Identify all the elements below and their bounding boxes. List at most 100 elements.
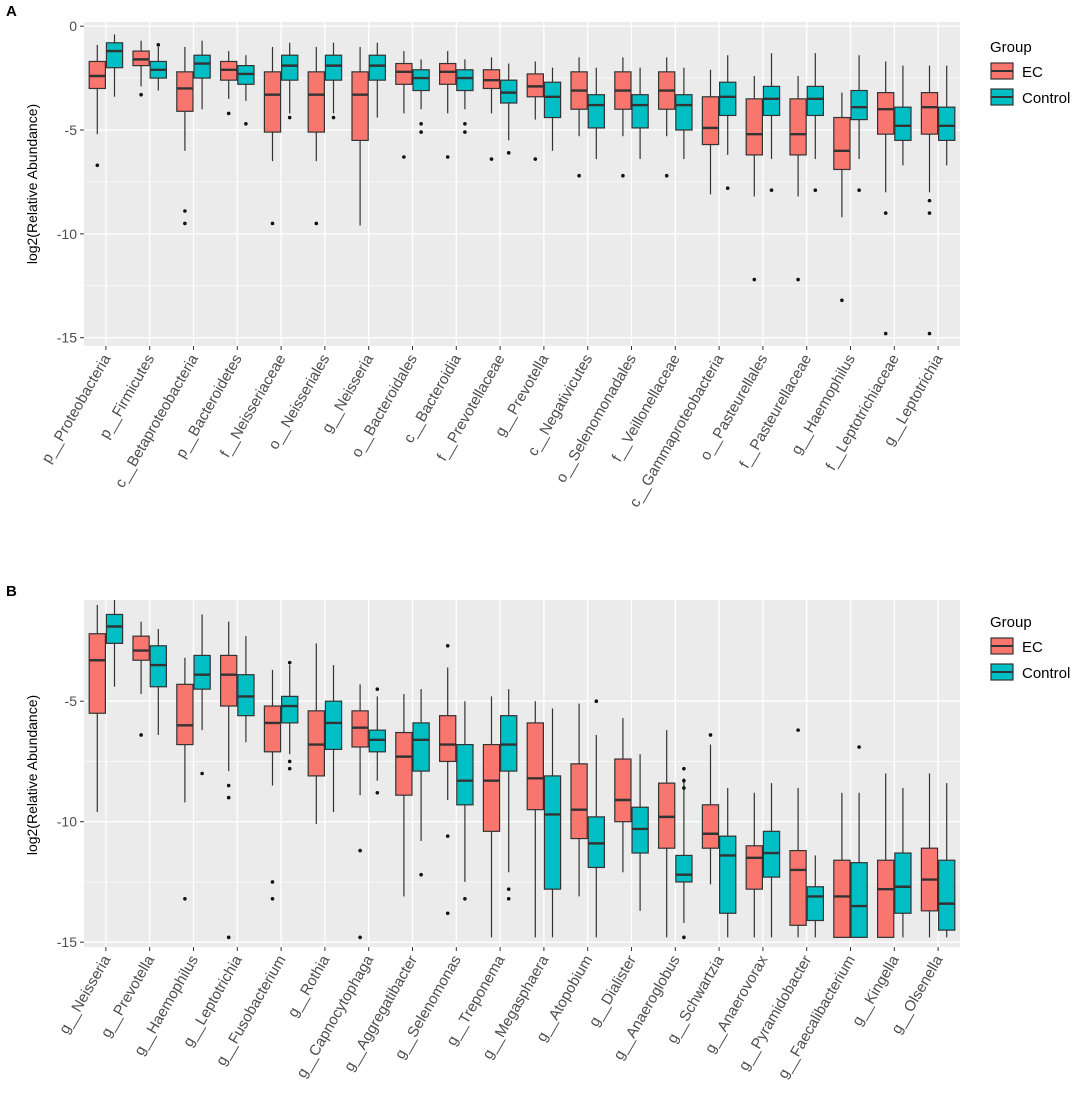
box-body — [789, 850, 807, 926]
panel-label-a: A — [6, 3, 17, 20]
outlier-point — [287, 766, 292, 771]
box-ec-a-14 — [701, 69, 720, 195]
box-control-a-3 — [237, 55, 255, 126]
box-body — [456, 69, 474, 92]
box-body — [132, 635, 150, 661]
box-ec-a-0 — [88, 44, 106, 168]
box-body — [762, 830, 781, 878]
outlier-point — [226, 111, 231, 116]
box-body — [281, 695, 299, 724]
box-ec-a-2 — [176, 46, 194, 226]
box-body — [307, 71, 325, 133]
box-body — [105, 613, 124, 644]
outlier-point — [463, 121, 467, 126]
box-body — [149, 645, 168, 688]
box-body — [806, 886, 825, 922]
box-body — [324, 54, 343, 81]
box-control-b-17 — [850, 745, 868, 938]
y-tick-label: 0 — [69, 18, 77, 34]
y-tick-label: -10 — [57, 814, 77, 830]
outlier-point — [445, 911, 450, 916]
box-ec-a-11 — [570, 57, 588, 178]
box-body — [395, 731, 413, 796]
box-control-b-8 — [456, 701, 474, 901]
y-tick-label: -5 — [65, 122, 78, 138]
box-body — [368, 729, 387, 753]
box-ec-b-0 — [88, 604, 106, 813]
outlier-point — [287, 759, 292, 764]
box-body — [543, 81, 562, 119]
outlier-point — [226, 795, 231, 800]
x-tick-label: g__Rothia — [284, 952, 333, 1020]
box-body — [176, 71, 194, 112]
outlier-point — [594, 699, 599, 704]
outlier-point — [840, 298, 844, 303]
box-ec-a-19 — [920, 65, 939, 336]
legend-entry-control-b: Control — [1022, 665, 1070, 682]
outlier-point — [577, 173, 581, 178]
box-control-b-3 — [237, 636, 255, 743]
box-body — [176, 683, 194, 746]
box-ec-b-5 — [307, 643, 325, 825]
outlier-point — [857, 745, 861, 749]
outlier-point — [682, 786, 686, 790]
box-control-b-19 — [937, 783, 956, 938]
box-body — [920, 92, 939, 135]
box-body — [894, 106, 912, 141]
box-body — [281, 54, 299, 81]
outlier-point — [725, 186, 730, 190]
outlier-point — [419, 130, 423, 134]
box-body — [263, 705, 282, 753]
outlier-point — [533, 157, 538, 161]
box-control-a-13 — [675, 67, 693, 160]
legend-title-a: Group — [990, 39, 1032, 56]
box-body — [526, 722, 544, 811]
box-body — [876, 859, 895, 938]
box-control-a-12 — [631, 67, 649, 160]
box-body — [351, 710, 369, 748]
box-control-a-16 — [806, 53, 825, 193]
outlier-point — [445, 834, 450, 838]
box-body — [587, 94, 606, 129]
box-ec-b-11 — [570, 703, 588, 897]
plot-area-a — [84, 22, 960, 346]
x-tick-label: g__Faecalibacterium — [775, 953, 859, 1082]
box-body — [876, 92, 895, 135]
box-control-a-10 — [543, 67, 562, 151]
outlier-point — [156, 43, 161, 47]
box-ec-b-17 — [833, 792, 851, 938]
box-ec-b-7 — [395, 693, 413, 897]
box-body — [789, 98, 807, 156]
box-control-a-19 — [937, 65, 956, 166]
box-body — [718, 835, 737, 914]
outlier-point — [139, 92, 143, 97]
outlier-point — [270, 221, 275, 226]
box-ec-a-8 — [438, 51, 457, 159]
box-body — [482, 743, 501, 832]
box-ec-a-16 — [789, 76, 807, 282]
box-ec-b-9 — [482, 696, 501, 938]
x-axis-a: p__Proteobacteriap__Firmicutesc__Betapro… — [38, 346, 947, 510]
box-control-a-2 — [193, 40, 211, 110]
box-control-b-0 — [105, 600, 124, 687]
box-control-a-6 — [368, 42, 387, 118]
legend-entry-control-a: Control — [1022, 90, 1070, 107]
outlier-point — [621, 173, 625, 178]
box-ec-a-18 — [876, 61, 895, 336]
box-ec-a-5 — [307, 46, 325, 226]
y-axis-title-a: log2(Relative Abundance) — [24, 104, 40, 264]
box-body — [237, 674, 255, 717]
outlier-point — [752, 277, 757, 282]
box-ec-b-16 — [789, 728, 807, 938]
box-ec-a-10 — [526, 61, 544, 161]
box-body — [219, 654, 238, 707]
box-control-a-0 — [105, 34, 124, 97]
box-body — [263, 71, 282, 133]
box-body — [894, 852, 912, 914]
outlier-point — [270, 880, 275, 884]
box-body — [614, 758, 632, 823]
outlier-point — [402, 155, 406, 159]
box-body — [412, 69, 430, 92]
outlier-point — [445, 643, 450, 648]
